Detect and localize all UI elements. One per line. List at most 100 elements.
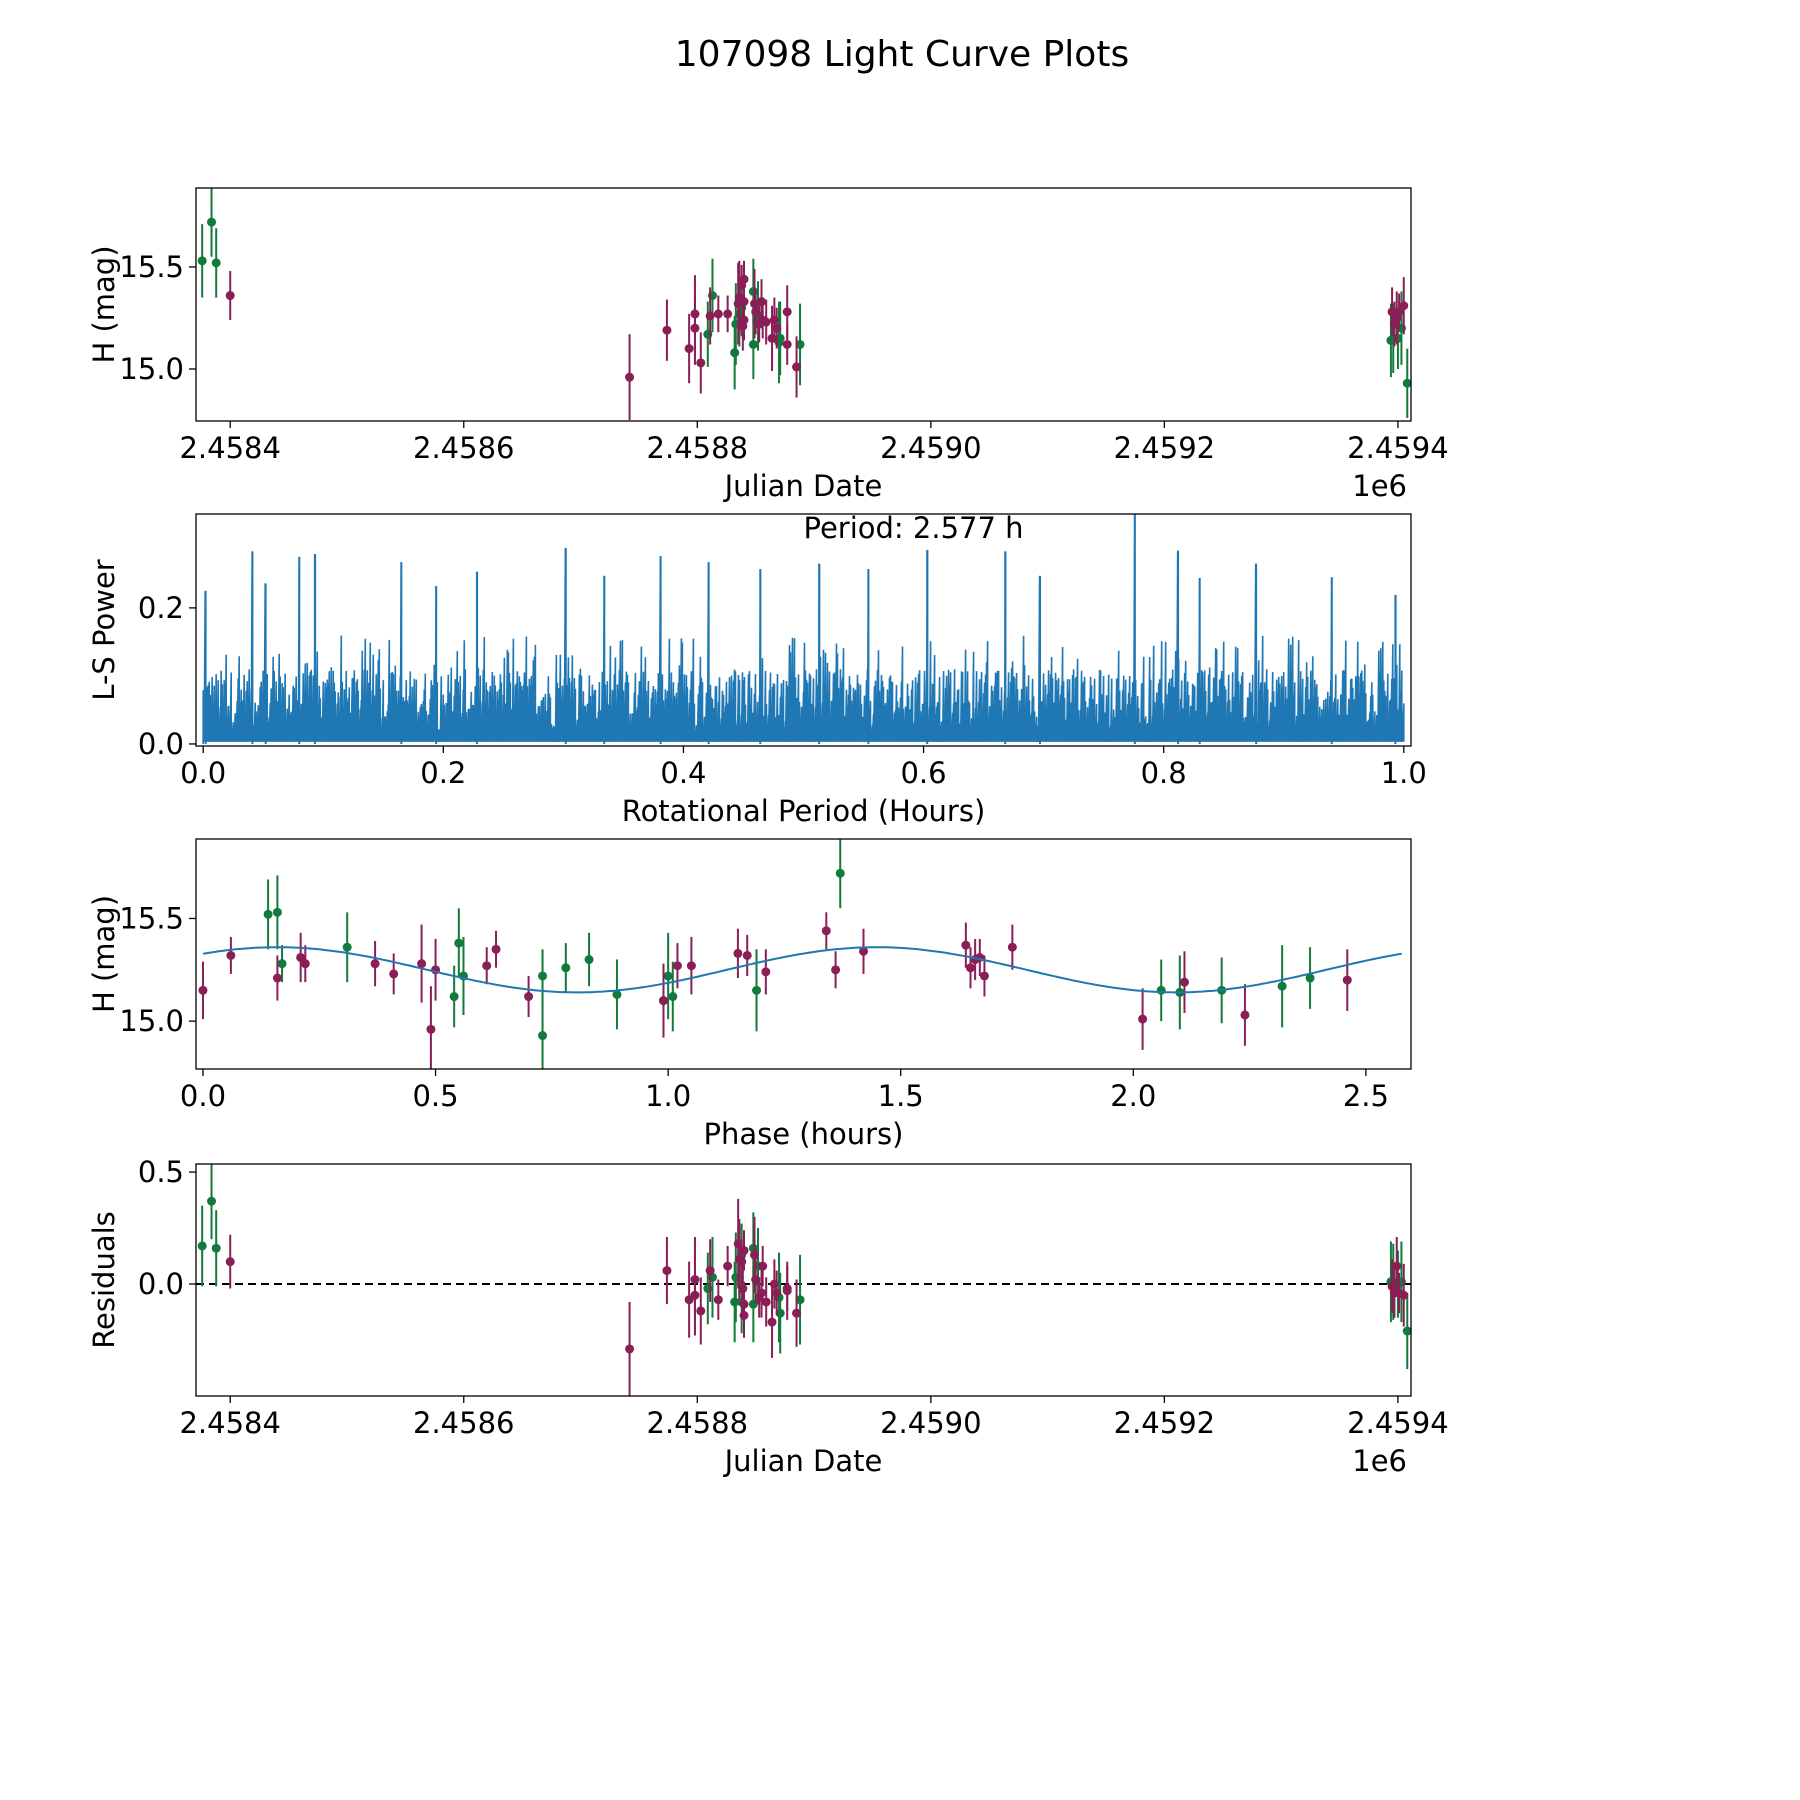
axes-frame	[195, 838, 1412, 1070]
x-tick-label: 2.4594	[1347, 431, 1448, 465]
y-tick-label: 0.0	[138, 727, 184, 761]
data-point	[662, 325, 672, 335]
data-point	[658, 996, 668, 1006]
data-point	[197, 256, 207, 266]
x-offset-label: 1e6	[1352, 1444, 1407, 1478]
x-tick-label: 2.4584	[179, 1406, 280, 1440]
x-tick-label: 2.4584	[179, 431, 280, 465]
data-point	[226, 950, 236, 960]
data-point	[1179, 977, 1189, 987]
data-point	[662, 1266, 672, 1276]
data-point	[538, 1031, 548, 1041]
data-point	[733, 948, 743, 958]
data-point	[696, 358, 706, 368]
residuals-panel: 2.4584 2.4586 2.4588 2.4590 2.4592 2.4594 0.0 0…	[87, 1155, 1449, 1478]
x-axis-label: Julian Date	[723, 1444, 883, 1478]
data-point	[752, 985, 762, 995]
data-point	[389, 969, 399, 979]
data-point	[686, 961, 696, 971]
data-point	[979, 971, 989, 981]
figure-title: 107098 Light Curve Plots	[675, 34, 1129, 75]
data-point	[775, 1308, 785, 1318]
x-tick-label: 2.4586	[413, 431, 514, 465]
data-point	[263, 909, 273, 919]
data-point	[1393, 333, 1403, 343]
data-point	[767, 1317, 777, 1327]
data-point	[524, 992, 534, 1002]
phased-panel: 0.0 0.5 1.0 1.5 2.0 2.5 15.0 15.5 Phase (hours) H…	[87, 838, 1412, 1151]
data-point	[821, 926, 831, 936]
data-point	[782, 307, 792, 317]
x-tick-label: 1.0	[645, 1079, 691, 1113]
axes-frame	[195, 187, 1412, 422]
data-point	[751, 1275, 761, 1285]
x-tick-label: 2.4590	[880, 1406, 981, 1440]
data-point	[211, 258, 221, 268]
data-point	[584, 955, 594, 965]
y-axis-label: H (mag)	[87, 895, 121, 1013]
data-point	[733, 1239, 743, 1249]
data-point	[782, 339, 792, 349]
data-layer	[198, 839, 1352, 1069]
data-point	[961, 940, 971, 950]
data-point	[713, 1295, 723, 1305]
data-point	[625, 372, 635, 382]
x-tick-label: 0.6	[900, 756, 946, 790]
y-axis-label: L-S Power	[87, 559, 121, 700]
x-tick-label: 1.5	[878, 1079, 924, 1113]
data-point	[668, 992, 678, 1002]
periodogram-panel: 0.0 0.2 0.4 0.6 0.8 1.0 0.0 0.2 Rotational Perio…	[87, 511, 1427, 828]
axes-frame	[195, 513, 1412, 747]
data-point	[792, 1308, 802, 1318]
x-tick-label: 2.4588	[647, 431, 748, 465]
data-point	[1007, 942, 1017, 952]
data-point	[751, 307, 761, 317]
x-tick-label: 0.2	[420, 756, 466, 790]
data-point	[663, 971, 673, 981]
data-point	[225, 291, 235, 301]
data-point	[739, 274, 749, 284]
fit-curve	[202, 946, 1402, 994]
data-point	[1394, 307, 1404, 317]
data-point	[748, 339, 758, 349]
data-point	[561, 963, 571, 973]
x-tick-label: 2.5	[1343, 1079, 1389, 1113]
period-annotation: Period: 2.577 h	[804, 511, 1024, 545]
data-point	[761, 317, 771, 327]
data-point	[684, 344, 694, 354]
data-point	[417, 959, 427, 969]
x-tick-label: 2.0	[1110, 1079, 1156, 1113]
data-point	[426, 1024, 436, 1034]
data-point	[538, 971, 548, 981]
lightcurve-panel: 2.4584 2.4586 2.4588 2.4590 2.4592 2.4594 15.0…	[87, 187, 1449, 503]
data-point	[612, 989, 622, 999]
data-point	[792, 362, 802, 372]
data-point	[207, 217, 217, 227]
data-point	[449, 992, 459, 1002]
data-point	[1402, 378, 1411, 388]
data-point	[748, 1243, 758, 1253]
data-layer	[197, 188, 1411, 420]
data-point	[342, 942, 352, 952]
x-tick-label: 0.0	[180, 756, 226, 790]
data-point	[690, 1290, 700, 1300]
data-point	[197, 1241, 207, 1251]
x-axis-label: Rotational Period (Hours)	[622, 794, 986, 828]
data-point	[300, 959, 310, 969]
data-point	[757, 1288, 767, 1298]
data-point	[775, 333, 785, 343]
y-axis-label: H (mag)	[87, 245, 121, 363]
x-tick-label: 2.4594	[1347, 1406, 1448, 1440]
x-offset-label: 1e6	[1352, 469, 1407, 503]
data-point	[739, 1310, 749, 1320]
axes-frame	[195, 1163, 1412, 1397]
data-point	[482, 961, 492, 971]
y-tick-label: 15.5	[119, 901, 184, 935]
data-point	[370, 959, 380, 969]
data-point	[835, 868, 845, 878]
data-point	[782, 1284, 792, 1294]
data-point	[772, 323, 782, 333]
data-point	[750, 1250, 760, 1260]
data-point	[738, 1284, 748, 1294]
